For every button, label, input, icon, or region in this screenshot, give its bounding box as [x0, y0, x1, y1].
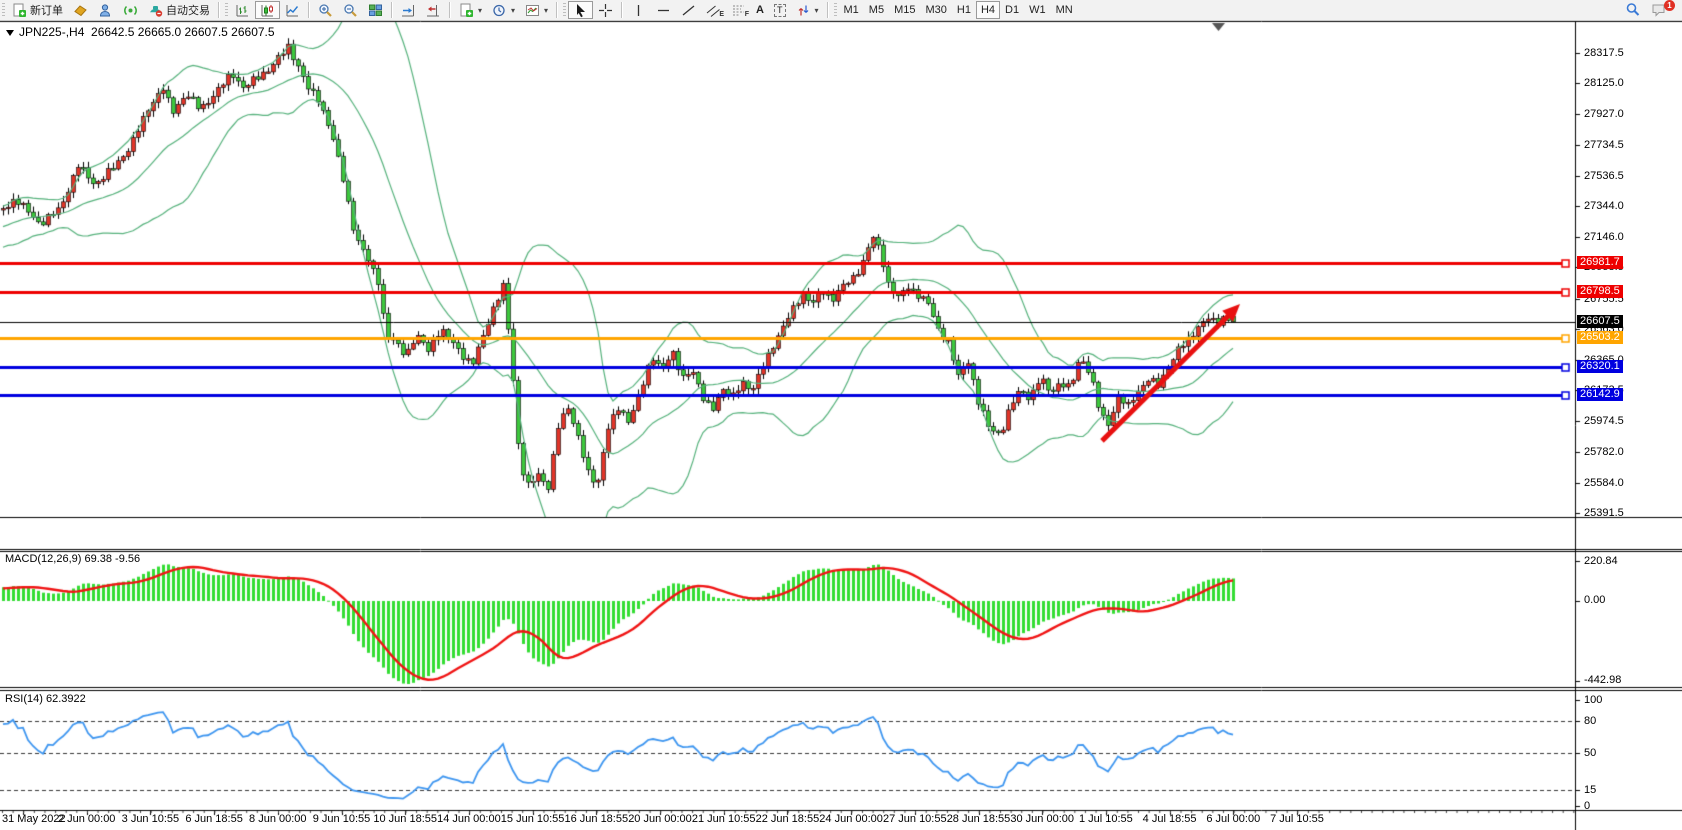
fibonacci-letter: F: [744, 11, 750, 18]
fibonacci-tool-button[interactable]: F: [726, 1, 751, 19]
search-button[interactable]: [1620, 1, 1646, 19]
text-tool-icon: A: [756, 4, 764, 16]
new-order-label: 新订单: [30, 5, 63, 17]
timeframe-m1-button[interactable]: M1: [839, 1, 864, 19]
toolbar-drag-handle[interactable]: [563, 3, 567, 17]
auto-trading-icon: [150, 5, 163, 17]
crosshair-tool-button[interactable]: [593, 1, 618, 19]
periods-button[interactable]: ▾: [487, 1, 520, 19]
line-chart-icon: [286, 4, 299, 16]
candlestick-chart-icon: [261, 4, 273, 16]
chart-symbol-period: JPN225-,H4: [19, 25, 85, 39]
crosshair-icon: [599, 3, 613, 17]
auto-scroll-icon: [402, 4, 414, 16]
timeframe-mn-button[interactable]: MN: [1051, 1, 1078, 19]
text-label-icon: T: [774, 3, 786, 17]
toolbar-separator: [218, 2, 220, 18]
channel-icon: [706, 5, 720, 17]
vertical-line-tool-button[interactable]: [626, 1, 651, 19]
toolbar-separator: [308, 2, 310, 18]
arrows-tool-button[interactable]: ▾: [791, 1, 824, 19]
tile-windows-icon: [369, 4, 382, 16]
timeframe-d1-button[interactable]: D1: [1000, 1, 1024, 19]
zoom-in-icon: [319, 3, 332, 17]
toolbar-drag-handle[interactable]: [833, 3, 837, 17]
market-button[interactable]: [68, 1, 93, 19]
new-chart-icon: [460, 3, 473, 17]
notification-count-badge: 1: [1664, 0, 1675, 11]
toolbar-drag-handle[interactable]: [2, 3, 5, 17]
zoom-in-button[interactable]: [313, 1, 338, 19]
zoom-out-button[interactable]: [338, 1, 363, 19]
signals-button[interactable]: [93, 1, 118, 19]
cursor-tool-button[interactable]: [568, 1, 594, 19]
window-collapse-icon[interactable]: [6, 29, 14, 36]
market-icon: [74, 4, 87, 16]
auto-trading-label: 自动交易: [166, 5, 210, 17]
dropdown-caret-icon: ▾: [478, 5, 483, 15]
clock-icon: [493, 4, 505, 16]
horizontal-line-tool-button[interactable]: [651, 1, 676, 19]
timeframe-m15-button[interactable]: M15: [889, 1, 920, 19]
text-tool-button[interactable]: A: [751, 1, 769, 19]
search-icon: [1626, 3, 1640, 16]
news-button[interactable]: [118, 1, 143, 19]
cursor-icon: [577, 3, 586, 17]
auto-scroll-button[interactable]: [396, 1, 421, 19]
timeframe-h1-button[interactable]: H1: [952, 1, 976, 19]
timeframe-w1-button[interactable]: W1: [1024, 1, 1051, 19]
rsi-indicator-label: RSI(14) 62.3922: [5, 693, 86, 705]
chart-ohlc-readout: 26642.5 26665.0 26607.5 26607.5: [91, 25, 275, 39]
trendline-tool-button[interactable]: [676, 1, 701, 19]
toolbar-separator: [556, 2, 559, 18]
trendline-icon: [682, 4, 695, 16]
timeframe-m5-button[interactable]: M5: [864, 1, 889, 19]
templates-icon: [526, 4, 540, 16]
dropdown-caret-icon: ▾: [544, 5, 549, 15]
signals-icon: [99, 3, 111, 16]
horizontal-line-icon: [658, 9, 670, 11]
chart-shift-icon: [427, 4, 439, 16]
toolbar-separator: [449, 2, 451, 18]
toolbar-separator: [621, 2, 624, 18]
notifications-button[interactable]: 1: [1646, 0, 1675, 19]
timeframe-m30-button[interactable]: M30: [920, 1, 951, 19]
timeframe-h4-button[interactable]: H4: [975, 1, 1001, 19]
news-radar-icon: [124, 5, 137, 15]
auto-trading-button[interactable]: 自动交易: [143, 1, 215, 19]
tile-windows-button[interactable]: [363, 1, 388, 19]
chart-shift-button[interactable]: [421, 1, 446, 19]
text-label-tool-button[interactable]: T: [769, 1, 791, 19]
fibonacci-icon: [733, 5, 745, 15]
toolbar-separator: [391, 2, 393, 18]
dropdown-caret-icon: ▾: [511, 5, 516, 15]
chart-title: JPN225-,H4 26642.5 26665.0 26607.5 26607…: [6, 25, 275, 39]
channel-tool-button[interactable]: E: [701, 1, 726, 19]
templates-button[interactable]: ▾: [520, 1, 553, 19]
new-order-icon: [13, 3, 26, 17]
vertical-line-icon: [637, 4, 640, 16]
zoom-out-icon: [344, 3, 357, 17]
arrows-icon: [798, 5, 808, 15]
toolbar-separator: [826, 2, 829, 18]
bar-chart-button[interactable]: [230, 1, 255, 19]
macd-indicator-label: MACD(12,26,9) 69.38 -9.56: [5, 553, 141, 565]
toolbar: 新订单 自动交易 ▾ ▾ ▾: [0, 0, 1682, 21]
toolbar-drag-handle[interactable]: [225, 3, 228, 17]
dropdown-caret-icon: ▾: [814, 5, 819, 15]
line-chart-button[interactable]: [280, 1, 305, 19]
new-chart-button[interactable]: ▾: [454, 1, 487, 19]
channel-letter: E: [719, 11, 725, 18]
new-order-button[interactable]: 新订单: [7, 1, 68, 19]
candlestick-chart-button[interactable]: [255, 1, 280, 19]
bar-chart-icon: [236, 4, 248, 16]
